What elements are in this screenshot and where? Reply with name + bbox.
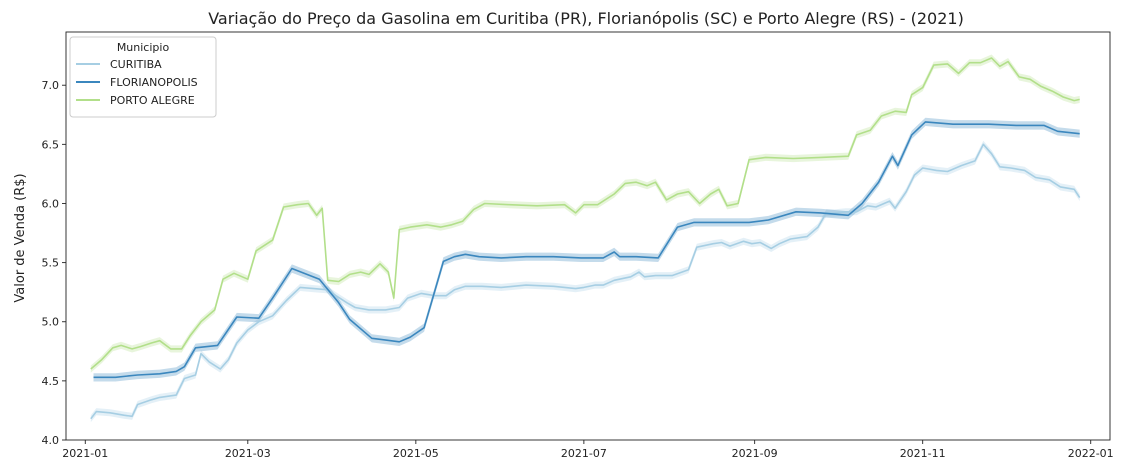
legend-box — [69, 36, 217, 118]
line-series-2 — [90, 57, 1080, 370]
line-series-1 — [93, 121, 1080, 379]
line-series-0 — [90, 143, 1081, 420]
legend-label-1: FLORIANOPOLIS — [110, 76, 198, 89]
y-tick-label: 6.0 — [42, 197, 60, 210]
band-series-0 — [90, 140, 1080, 423]
x-tick-label: 2021-05 — [393, 447, 439, 460]
plot-frame — [65, 31, 1111, 441]
x-tick-label: 2022-01 — [1068, 447, 1114, 460]
axes: 2021-01 2021-03 2021-05 2021-07 2021-09 2021-… — [42, 31, 1114, 460]
y-tick-label: 5.0 — [42, 316, 60, 329]
y-tick-label: 5.5 — [42, 257, 60, 270]
series-lines — [90, 57, 1081, 420]
y-axis-label: Valor de Venda (R$) — [13, 173, 28, 302]
x-tick-label: 2021-03 — [225, 447, 271, 460]
legend-title: Municipio — [117, 41, 170, 54]
x-tick-label: 2021-01 — [62, 447, 108, 460]
y-tick-label: 4.5 — [42, 375, 60, 388]
x-tick-label: 2021-07 — [561, 447, 607, 460]
legend-label-0: CURITIBA — [110, 58, 162, 71]
legend: Municipio CURITIBA FLORIANOPOLIS PORTO ALEG… — [69, 36, 217, 118]
chart-title: Variação do Preço da Gasolina em Curitib… — [208, 9, 964, 28]
x-tick-label: 2021-09 — [732, 447, 778, 460]
y-tick-label: 6.5 — [42, 138, 60, 151]
x-tick-label: 2021-11 — [900, 447, 946, 460]
y-tick-label: 4.0 — [42, 434, 60, 447]
legend-label-2: PORTO ALEGRE — [110, 94, 195, 107]
y-tick-label: 7.0 — [42, 79, 60, 92]
